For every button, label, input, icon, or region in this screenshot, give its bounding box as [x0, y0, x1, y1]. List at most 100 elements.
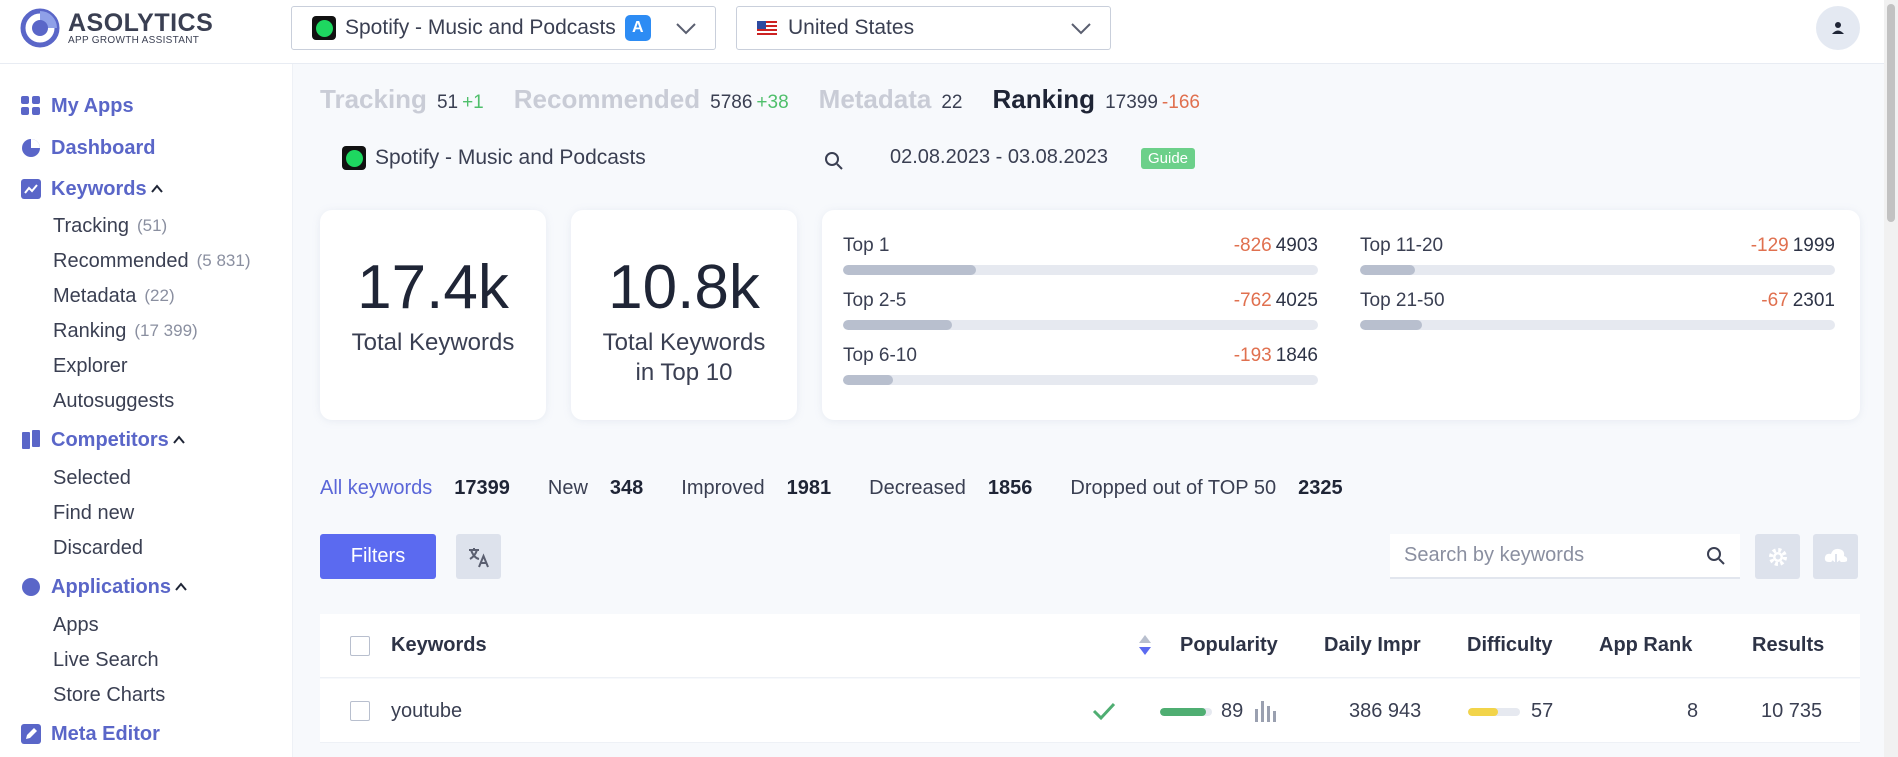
- tab-tracking[interactable]: Tracking 51 +1: [320, 84, 484, 115]
- keyword-cell[interactable]: youtube: [391, 700, 463, 722]
- guide-badge[interactable]: Guide: [1141, 148, 1196, 169]
- popularity-value: 89: [1221, 700, 1244, 722]
- sidebar-item-my-apps[interactable]: My Apps: [20, 92, 134, 120]
- subtab-label: Decreased: [869, 477, 966, 499]
- translate-icon: [468, 547, 489, 567]
- app-rank-value: 8: [1687, 700, 1699, 722]
- sidebar-item-autosuggests[interactable]: Autosuggests: [53, 388, 174, 414]
- sidebar-item-explorer[interactable]: Explorer: [53, 353, 127, 379]
- logo-icon: [20, 8, 60, 48]
- sidebar-item-label: Find new: [53, 501, 135, 524]
- user-avatar[interactable]: [1816, 6, 1860, 50]
- sidebar-item-discarded[interactable]: Discarded: [53, 535, 143, 561]
- column-app-rank[interactable]: App Rank: [1599, 634, 1693, 656]
- app-select[interactable]: Spotify - Music and Podcasts A: [291, 6, 716, 50]
- sidebar-item-label: Store Charts: [53, 683, 166, 706]
- sidebar-item-label: Selected: [53, 466, 131, 489]
- column-results[interactable]: Results: [1752, 634, 1825, 656]
- sidebar-item-meta-editor[interactable]: Meta Editor: [20, 720, 160, 748]
- sidebar-item-apps[interactable]: Apps: [53, 612, 99, 638]
- bucket-delta: -193: [1233, 345, 1272, 366]
- difficulty-bar: [1468, 708, 1520, 716]
- sidebar-item-label: Explorer: [53, 354, 128, 377]
- country-select[interactable]: United States: [736, 6, 1111, 50]
- sidebar-item-store-charts[interactable]: Store Charts: [53, 682, 165, 708]
- keyword-search-input[interactable]: Search by keywords: [1390, 534, 1740, 579]
- sidebar-item-live-search[interactable]: Live Search: [53, 647, 159, 673]
- sidebar-item-keywords[interactable]: Keywords: [20, 175, 163, 203]
- sidebar-item-label: Tracking: [53, 214, 129, 237]
- bucket-bar: [843, 375, 1318, 385]
- row-checkbox[interactable]: [350, 701, 370, 721]
- subtab-decreased[interactable]: Decreased 1856: [869, 477, 1032, 500]
- sidebar-item-metadata[interactable]: Metadata (22): [53, 283, 175, 309]
- subtab-new[interactable]: New 348: [548, 477, 643, 500]
- settings-button[interactable]: [1755, 534, 1800, 579]
- bucket-delta: -67: [1761, 290, 1789, 311]
- sidebar-item-ranking[interactable]: Ranking (17 399): [53, 318, 198, 344]
- bucket-label: Top 21-50: [1360, 290, 1445, 311]
- sort-icon[interactable]: [1137, 632, 1153, 658]
- subtab-count: 348: [609, 477, 644, 499]
- bucket-label: Top 1: [843, 235, 890, 256]
- subtab-count: 17399: [454, 477, 510, 499]
- results-value: 10 735: [1761, 700, 1823, 722]
- date-range-picker[interactable]: 02.08.2023 - 03.08.2023: [890, 146, 1108, 168]
- difficulty-value: 57: [1531, 700, 1554, 722]
- tab-count: 5786: [710, 92, 753, 113]
- top10-label-line: Total Keywords: [602, 329, 766, 356]
- subtab-count: 1856: [987, 477, 1033, 499]
- sidebar-item-dashboard[interactable]: Dashboard: [20, 134, 155, 162]
- tab-recommended[interactable]: Recommended 5786 +38: [514, 84, 789, 115]
- sidebar-item-find-new[interactable]: Find new: [53, 500, 134, 526]
- table-row[interactable]: youtube 89 386 943 57 8 10 735: [320, 679, 1860, 743]
- user-icon: [1832, 22, 1844, 34]
- chevron-up-icon: [150, 184, 163, 193]
- logo[interactable]: ASOLYTICS APP GROWTH ASSISTANT: [20, 8, 213, 48]
- search-icon: [1707, 547, 1725, 565]
- select-all-checkbox[interactable]: [350, 636, 370, 656]
- bucket-bar: [843, 265, 1318, 275]
- sidebar-item-label: Meta Editor: [51, 722, 160, 745]
- sidebar-item-label: Live Search: [53, 648, 159, 671]
- chevron-up-icon: [175, 582, 187, 591]
- sidebar-item-recommended[interactable]: Recommended (5 831): [53, 248, 251, 274]
- brand-tagline: APP GROWTH ASSISTANT: [68, 35, 200, 46]
- subtab-dropped-out[interactable]: Dropped out of TOP 50 2325: [1070, 477, 1342, 500]
- sidebar-item-applications[interactable]: Applications: [20, 573, 187, 601]
- bucket-value: 4903: [1275, 235, 1318, 256]
- subtab-label: All keywords: [320, 477, 433, 499]
- country-select-label: United States: [788, 16, 915, 39]
- total-keywords-value: 17.4k: [357, 253, 509, 322]
- translate-button[interactable]: [456, 534, 501, 579]
- tab-ranking[interactable]: Ranking 17399 -166: [993, 84, 1200, 115]
- sidebar-item-label: Discarded: [53, 536, 144, 559]
- column-difficulty[interactable]: Difficulty: [1467, 634, 1553, 656]
- us-flag-icon: [757, 21, 777, 35]
- trend-chart-icon: [21, 179, 41, 199]
- scrollbar-thumb[interactable]: [1887, 4, 1895, 222]
- sidebar-item-selected[interactable]: Selected: [53, 465, 131, 491]
- ranking-bucket: Top 1 -826 4903: [843, 235, 1318, 275]
- sidebar-item-label: Apps: [53, 613, 99, 636]
- keyword-filter-tabs: All keywords 17399 New 348 Improved 1981 De…: [320, 477, 1381, 500]
- bar-chart-icon[interactable]: [1253, 698, 1277, 724]
- subtab-count: 1981: [786, 477, 832, 499]
- column-daily-impr[interactable]: Daily Impr: [1324, 634, 1421, 656]
- search-icon[interactable]: [823, 150, 845, 172]
- chevron-down-icon: [1071, 23, 1091, 35]
- scrollbar[interactable]: [1884, 0, 1898, 757]
- subtab-improved[interactable]: Improved 1981: [681, 477, 831, 500]
- sidebar-item-label: Metadata: [53, 284, 137, 307]
- sidebar-item-competitors[interactable]: Competitors: [20, 426, 185, 454]
- books-icon: [22, 430, 40, 449]
- subtab-all-keywords[interactable]: All keywords 17399: [320, 477, 510, 500]
- column-popularity[interactable]: Popularity: [1180, 634, 1278, 656]
- download-button[interactable]: [1813, 534, 1858, 579]
- tab-metadata[interactable]: Metadata 22: [819, 84, 963, 115]
- sidebar-item-tracking[interactable]: Tracking (51): [53, 213, 167, 239]
- filters-button[interactable]: Filters: [320, 534, 436, 579]
- circle-icon: [22, 578, 40, 596]
- tab-label: Ranking: [992, 84, 1096, 114]
- column-keywords[interactable]: Keywords: [391, 634, 487, 656]
